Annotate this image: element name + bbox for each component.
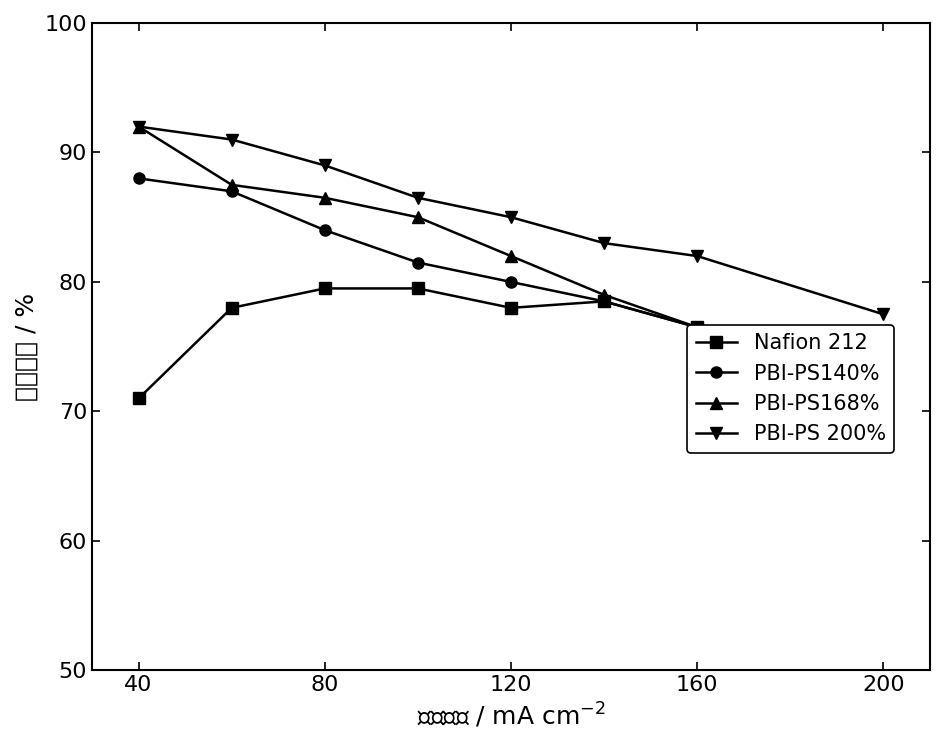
PBI-PS 200%: [133, 122, 144, 131]
Nafion 212: [412, 284, 423, 293]
PBI-PS168%: [133, 122, 144, 131]
Y-axis label: 能量效率 / %: 能量效率 / %: [15, 293, 39, 401]
Line: PBI-PS168%: PBI-PS168%: [133, 121, 888, 404]
PBI-PS 200%: [319, 161, 330, 170]
Line: PBI-PS140%: PBI-PS140%: [133, 173, 888, 404]
PBI-PS168%: [505, 252, 516, 261]
PBI-PS140%: [319, 226, 330, 235]
Nafion 212: [319, 284, 330, 293]
PBI-PS140%: [133, 174, 144, 183]
PBI-PS168%: [226, 180, 237, 189]
PBI-PS168%: [877, 394, 888, 403]
Nafion 212: [598, 297, 609, 306]
PBI-PS 200%: [226, 135, 237, 144]
Legend: Nafion 212, PBI-PS140%, PBI-PS168%, PBI-PS 200%: Nafion 212, PBI-PS140%, PBI-PS168%, PBI-…: [686, 325, 894, 453]
PBI-PS140%: [226, 187, 237, 196]
PBI-PS168%: [412, 213, 423, 222]
Nafion 212: [505, 303, 516, 312]
Line: PBI-PS 200%: PBI-PS 200%: [133, 121, 888, 320]
PBI-PS 200%: [877, 310, 888, 319]
PBI-PS 200%: [691, 252, 702, 261]
PBI-PS168%: [691, 323, 702, 332]
X-axis label: 电流密度 / mA cm$^{-2}$: 电流密度 / mA cm$^{-2}$: [416, 701, 605, 730]
PBI-PS 200%: [505, 213, 516, 222]
PBI-PS140%: [877, 394, 888, 403]
Nafion 212: [877, 394, 888, 403]
PBI-PS 200%: [412, 193, 423, 202]
Nafion 212: [691, 323, 702, 332]
PBI-PS140%: [691, 323, 702, 332]
PBI-PS140%: [412, 258, 423, 267]
PBI-PS168%: [319, 193, 330, 202]
PBI-PS168%: [598, 291, 609, 299]
PBI-PS 200%: [598, 238, 609, 247]
PBI-PS140%: [598, 297, 609, 306]
Nafion 212: [133, 394, 144, 403]
Nafion 212: [226, 303, 237, 312]
Line: Nafion 212: Nafion 212: [133, 283, 888, 404]
PBI-PS140%: [505, 277, 516, 286]
